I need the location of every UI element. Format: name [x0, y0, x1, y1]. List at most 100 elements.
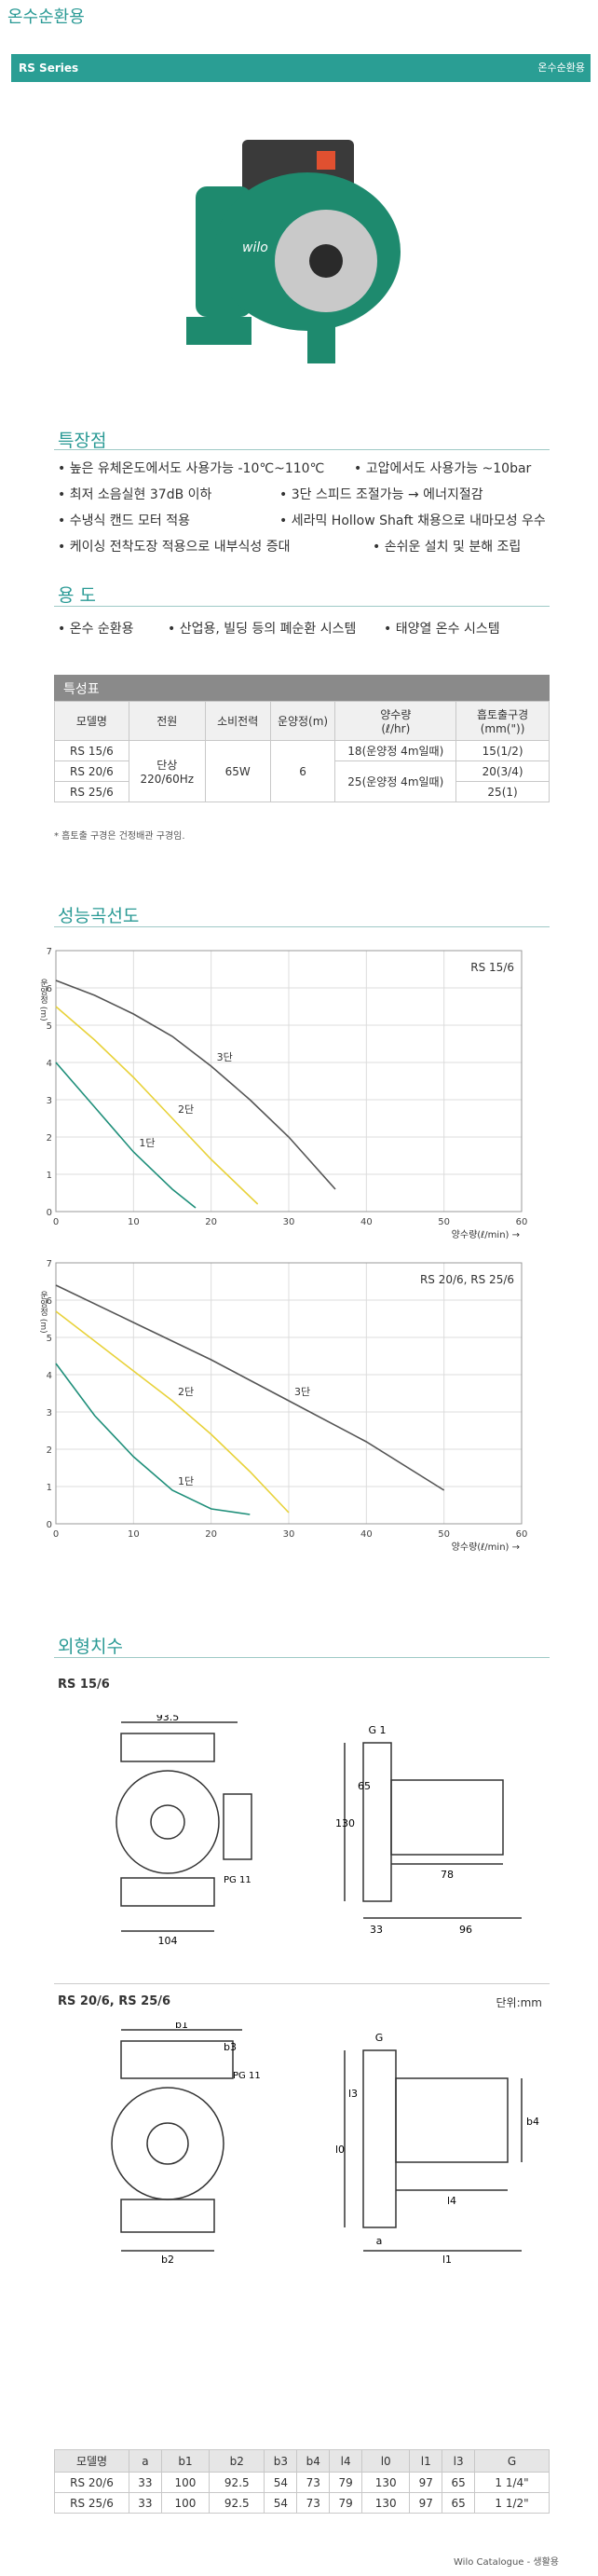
- series-line: [55, 1006, 259, 1205]
- rs20-label: RS 20/6, RS 25/6: [58, 1994, 171, 2008]
- dim-cell: 73: [296, 2472, 331, 2493]
- dim-label: PG 11: [224, 1875, 251, 1885]
- spec-flow: 18(운양정 4m일때): [334, 740, 457, 761]
- dim-label: l3: [348, 2088, 358, 2100]
- spec-bore: 15(1/2): [455, 740, 550, 761]
- x-axis-label: 양수량(ℓ/min) →: [452, 1229, 520, 1240]
- rs15-side-drawing: G 1 65 130 78 33 96: [335, 1724, 522, 1936]
- dim-table-header: l1: [409, 2449, 443, 2473]
- dim-cell: 97: [409, 2492, 443, 2514]
- series-label: 1단: [178, 1475, 194, 1487]
- x-tick-label: 30: [283, 1529, 295, 1540]
- brand-logo: wilo: [242, 240, 268, 255]
- y-tick-label: 5: [47, 1021, 52, 1032]
- feature-item: • 손쉬운 설치 및 분해 조립: [373, 540, 522, 555]
- dim-table-header: G: [474, 2449, 550, 2473]
- y-tick-label: 6: [47, 984, 52, 994]
- dim-cell: 130: [361, 2472, 411, 2493]
- y-tick-label: 4: [47, 1371, 52, 1381]
- dim-label: 104: [158, 1935, 178, 1947]
- y-tick-label: 6: [47, 1296, 52, 1307]
- dim-label: G 1: [368, 1724, 386, 1736]
- spec-header: 양수량 (ℓ/hr): [334, 701, 457, 741]
- dim-label: b1: [175, 2022, 188, 2031]
- series-label: RS Series: [19, 62, 79, 75]
- x-tick-label: 10: [128, 1529, 140, 1540]
- dim-cell: 100: [160, 2492, 211, 2514]
- dim-label: l1: [442, 2254, 452, 2265]
- dim-cell: 79: [329, 2472, 363, 2493]
- usage-item: • 태양열 온수 시스템: [384, 622, 500, 637]
- dim-cell: 65: [442, 2472, 476, 2493]
- dim-cell: 92.5: [209, 2472, 265, 2493]
- dim-table-header: a: [129, 2449, 162, 2473]
- spec-power: 단상 220/60Hz: [128, 740, 206, 802]
- series-line: [55, 980, 336, 1190]
- footer: Wilo Catalogue - 생활용: [454, 2557, 559, 2568]
- spec-header: 흡토출구경 (mm(")): [455, 701, 550, 741]
- dim-label: l4: [447, 2195, 456, 2207]
- dim-label: b3: [224, 2041, 237, 2053]
- performance-rule: [54, 926, 550, 927]
- x-tick-label: 0: [53, 1217, 59, 1227]
- dim-table-header: b2: [209, 2449, 265, 2473]
- unit-label: 단위:mm: [496, 1996, 542, 2009]
- usage-rule: [54, 606, 550, 607]
- y-tick-label: 0: [47, 1520, 52, 1530]
- y-tick-label: 5: [47, 1334, 52, 1344]
- spec-model: RS 25/6: [54, 781, 129, 802]
- feature-item: • 3단 스피드 조절가능 → 에너지절감: [279, 487, 483, 502]
- dim-cell: RS 25/6: [54, 2492, 129, 2514]
- x-tick-label: 20: [205, 1217, 217, 1227]
- dimensions-rule: [54, 1657, 550, 1658]
- feature-item: • 케이싱 전착도장 적용으로 내부식성 증대: [58, 540, 291, 555]
- spec-consumption: 65W: [204, 740, 271, 802]
- rs15-label: RS 15/6: [58, 1678, 110, 1692]
- dim-cell: 65: [442, 2492, 476, 2514]
- feature-item: • 고압에서도 사용가능 ~10bar: [354, 461, 532, 476]
- series-label: 1단: [139, 1137, 155, 1149]
- usage-title: 용 도: [58, 585, 96, 606]
- feature-item: • 수냉식 캔드 모터 적용: [58, 514, 190, 528]
- rs15-front-drawing: 93.5 104 PG 11: [116, 1715, 252, 1947]
- spec-model: RS 20/6: [54, 760, 129, 782]
- dim-label: 65: [358, 1780, 371, 1792]
- dim-label: 78: [441, 1869, 454, 1881]
- x-tick-label: 50: [438, 1217, 450, 1227]
- spec-table-title-bar: 특성표: [54, 675, 550, 701]
- series-label: 2단: [178, 1103, 194, 1116]
- series-line: [55, 1310, 290, 1514]
- spec-table-title: 특성표: [63, 682, 100, 697]
- y-tick-label: 4: [47, 1059, 52, 1069]
- features-rule: [54, 449, 550, 450]
- x-tick-label: 30: [283, 1217, 295, 1227]
- x-tick-label: 0: [53, 1529, 59, 1540]
- spec-header: 모델명: [54, 701, 129, 741]
- table-row: RS 20/6 33 100 92.5 54 73 79 130 97 65 1…: [54, 2472, 550, 2493]
- dim-label: 130: [335, 1817, 355, 1829]
- y-tick-label: 1: [47, 1483, 52, 1493]
- features-title: 특장점: [58, 431, 107, 451]
- dim-cell: 1 1/2": [474, 2492, 550, 2514]
- spec-model: RS 15/6: [54, 740, 129, 761]
- dim-cell: 92.5: [209, 2492, 265, 2514]
- dim-label: b2: [161, 2254, 174, 2265]
- x-tick-label: 20: [205, 1529, 217, 1540]
- x-tick-label: 40: [360, 1217, 373, 1227]
- feature-item: • 세라믹 Hollow Shaft 채용으로 내마모성 우수: [279, 514, 546, 528]
- dim-cell: 33: [129, 2492, 162, 2514]
- x-axis-label: 양수량(ℓ/min) →: [452, 1541, 520, 1553]
- dim-table-header: b1: [160, 2449, 211, 2473]
- series-label: 2단: [178, 1386, 194, 1398]
- dim-label: a: [376, 2235, 383, 2247]
- dim-cell: 73: [296, 2492, 331, 2514]
- y-tick-label: 2: [47, 1133, 52, 1144]
- dim-cell: 79: [329, 2492, 363, 2514]
- page-title: 온수순환용: [7, 7, 85, 27]
- x-tick-label: 50: [438, 1529, 450, 1540]
- series-line: [55, 1284, 445, 1491]
- rs20-front-drawing: b1 b3 PG 11 b2: [111, 2022, 261, 2265]
- x-tick-label: 10: [128, 1217, 140, 1227]
- x-tick-label: 40: [360, 1529, 373, 1540]
- chart-title: RS 15/6: [470, 961, 514, 974]
